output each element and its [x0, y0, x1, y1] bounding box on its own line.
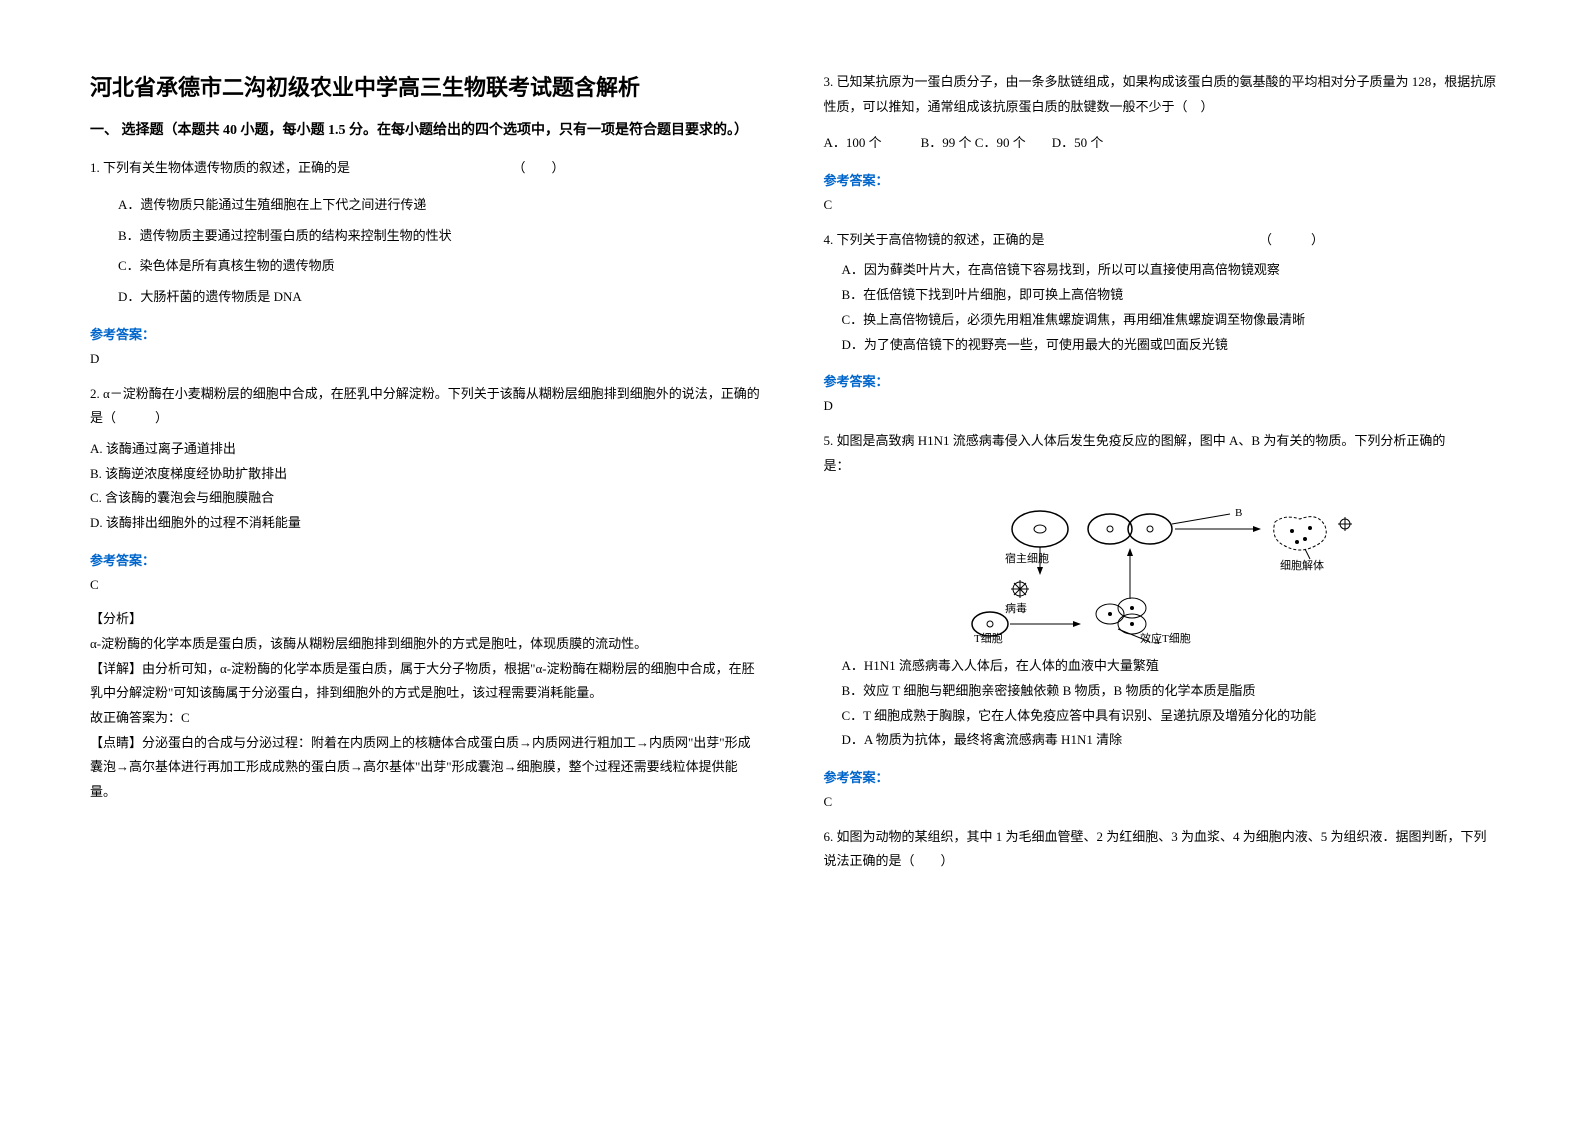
- q2-option-a: A. 该酶通过离子通道排出: [90, 437, 764, 462]
- q2-answer: C: [90, 573, 764, 598]
- left-column: 河北省承德市二沟初级农业中学高三生物联考试题含解析 一、 选择题（本题共 40 …: [90, 70, 764, 1082]
- right-column: 3. 已知某抗原为一蛋白质分子，由一条多肽链组成，如果构成该蛋白质的氨基酸的平均…: [824, 70, 1498, 1082]
- q1-stem: 1. 下列有关生物体遗传物质的叙述，正确的是 （ ）: [90, 156, 764, 181]
- q5-option-b: B．效应 T 细胞与靶细胞亲密接触依赖 B 物质，B 物质的化学本质是脂质: [824, 679, 1498, 704]
- q2-detail: 【详解】由分析可知，α-淀粉酶的化学本质是蛋白质，属于大分子物质，根据"α-淀粉…: [90, 657, 764, 706]
- q5-stem: 5. 如图是高致病 H1N1 流感病毒侵入人体后发生免疫反应的图解，图中 A、B…: [824, 429, 1498, 454]
- q2-tip: 【点睛】分泌蛋白的合成与分泌过程：附着在内质网上的核糖体合成蛋白质→内质网进行粗…: [90, 731, 764, 805]
- q3-answer: C: [824, 193, 1498, 218]
- q2-option-b: B. 该酶逆浓度梯度经协助扩散排出: [90, 462, 764, 487]
- question-4: 4. 下列关于高倍物镜的叙述，正确的是 （ ） A．因为藓类叶片大，在高倍镜下容…: [824, 228, 1498, 357]
- q5-answer-label: 参考答案：: [824, 767, 1498, 786]
- label-effector-t: 效应T细胞: [1140, 631, 1191, 644]
- label-t-cell: T细胞: [974, 632, 1003, 644]
- q2-answer-label: 参考答案：: [90, 550, 764, 569]
- q4-option-d: D．为了使高倍镜下的视野亮一些，可使用最大的光圈或凹面反光镜: [824, 333, 1498, 358]
- q1-option-d: D．大肠杆菌的遗传物质是 DNA: [90, 285, 764, 310]
- question-5-options: A．H1N1 流感病毒入人体后，在人体的血液中大量繁殖 B．效应 T 细胞与靶细…: [824, 654, 1498, 753]
- question-5: 5. 如图是高致病 H1N1 流感病毒侵入人体后发生免疫反应的图解，图中 A、B…: [824, 429, 1498, 478]
- q2-conclusion: 故正确答案为：C: [90, 706, 764, 731]
- q2-stem: 2. α－淀粉酶在小麦糊粉层的细胞中合成，在胚乳中分解淀粉。下列关于该酶从糊粉层…: [90, 382, 764, 431]
- q4-option-b: B．在低倍镜下找到叶片细胞，即可换上高倍物镜: [824, 283, 1498, 308]
- q5-answer: C: [824, 790, 1498, 815]
- q6-stem: 6. 如图为动物的某组织，其中 1 为毛细血管壁、2 为红细胞、3 为血浆、4 …: [824, 825, 1498, 874]
- q4-answer-label: 参考答案：: [824, 371, 1498, 390]
- immune-diagram: 宿主细胞 病毒 T细胞 效应T细胞 A: [950, 494, 1370, 644]
- q4-option-c: C．换上高倍物镜后，必须先用粗准焦螺旋调焦，再用细准焦螺旋调至物像最清晰: [824, 308, 1498, 333]
- q3-answer-label: 参考答案：: [824, 170, 1498, 189]
- label-a: A: [1153, 637, 1161, 644]
- q3-options: A．100 个 B．99 个 C．90 个 D．50 个: [824, 131, 1498, 156]
- label-virus: 病毒: [1005, 601, 1027, 615]
- q1-option-c: C．染色体是所有真核生物的遗传物质: [90, 254, 764, 279]
- question-6: 6. 如图为动物的某组织，其中 1 为毛细血管壁、2 为红细胞、3 为血浆、4 …: [824, 825, 1498, 874]
- question-2: 2. α－淀粉酶在小麦糊粉层的细胞中合成，在胚乳中分解淀粉。下列关于该酶从糊粉层…: [90, 382, 764, 536]
- q5-option-a: A．H1N1 流感病毒入人体后，在人体的血液中大量繁殖: [824, 654, 1498, 679]
- q4-option-a: A．因为藓类叶片大，在高倍镜下容易找到，所以可以直接使用高倍物镜观察: [824, 258, 1498, 283]
- label-b: B: [1235, 507, 1242, 519]
- q1-answer: D: [90, 347, 764, 372]
- question-1: 1. 下列有关生物体遗传物质的叙述，正确的是 （ ） A．遗传物质只能通过生殖细…: [90, 156, 764, 309]
- label-host-cell: 宿主细胞: [1005, 551, 1049, 565]
- q1-option-a: A．遗传物质只能通过生殖细胞在上下代之间进行传递: [90, 193, 764, 218]
- q2-option-c: C. 含该酶的囊泡会与细胞膜融合: [90, 486, 764, 511]
- q5-option-d: D．A 物质为抗体，最终将禽流感病毒 H1N1 清除: [824, 728, 1498, 753]
- q1-option-b: B．遗传物质主要通过控制蛋白质的结构来控制生物的性状: [90, 224, 764, 249]
- label-cell-lysis: 细胞解体: [1280, 558, 1324, 572]
- q4-answer: D: [824, 394, 1498, 419]
- q2-option-d: D. 该酶排出细胞外的过程不消耗能量: [90, 511, 764, 536]
- section-header: 一、 选择题（本题共 40 小题，每小题 1.5 分。在每小题给出的四个选项中，…: [90, 120, 764, 142]
- page-title: 河北省承德市二沟初级农业中学高三生物联考试题含解析: [90, 70, 764, 102]
- q5-option-c: C．T 细胞成熟于胸腺，它在人体免疫应答中具有识别、呈递抗原及增殖分化的功能: [824, 704, 1498, 729]
- q5-stem2: 是：: [824, 454, 1498, 479]
- q2-analysis1: α-淀粉酶的化学本质是蛋白质，该酶从糊粉层细胞排到细胞外的方式是胞吐，体现质膜的…: [90, 632, 764, 657]
- question-3: 3. 已知某抗原为一蛋白质分子，由一条多肽链组成，如果构成该蛋白质的氨基酸的平均…: [824, 70, 1498, 156]
- q3-stem: 3. 已知某抗原为一蛋白质分子，由一条多肽链组成，如果构成该蛋白质的氨基酸的平均…: [824, 70, 1498, 119]
- q4-stem: 4. 下列关于高倍物镜的叙述，正确的是 （ ）: [824, 228, 1498, 253]
- q2-analysis-label: 【分析】: [90, 607, 764, 632]
- q1-answer-label: 参考答案：: [90, 324, 764, 343]
